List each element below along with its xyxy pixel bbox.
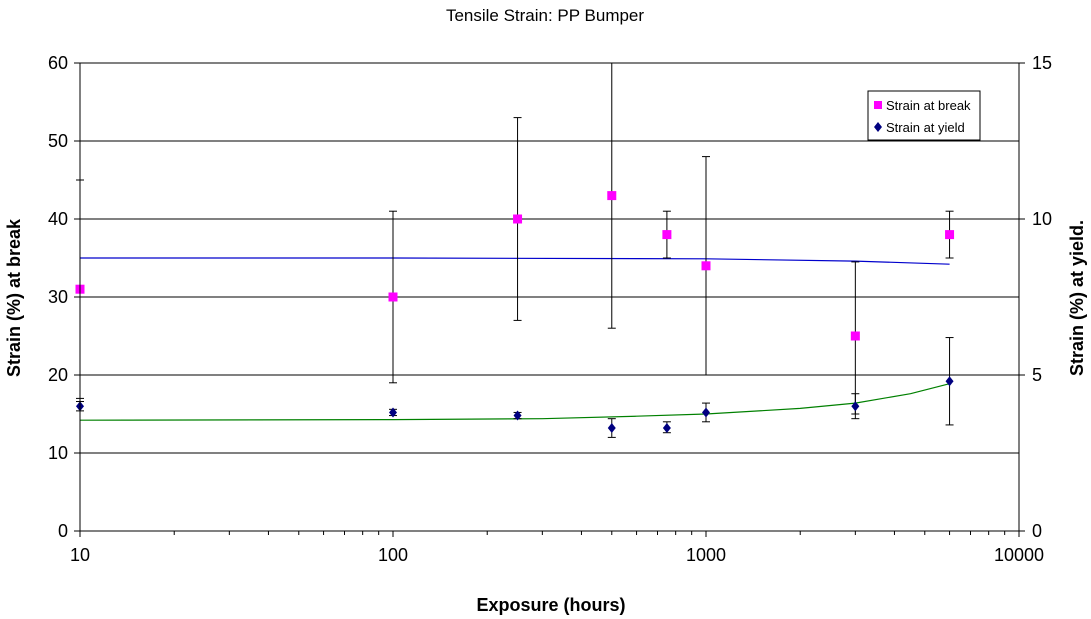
data-markers xyxy=(75,191,955,434)
point-strain-at-break xyxy=(607,191,617,201)
legend-label: Strain at yield xyxy=(886,120,965,135)
point-strain-at-break xyxy=(662,230,672,240)
y-axis-label-left: Strain (%) at break xyxy=(4,218,24,377)
chart-title: Tensile Strain: PP Bumper xyxy=(446,6,644,25)
error-bars xyxy=(76,62,954,438)
point-strain-at-yield xyxy=(513,410,522,421)
point-strain-at-yield xyxy=(702,407,710,418)
x-tick-label: 10000 xyxy=(994,545,1044,565)
y-tick-label-right: 10 xyxy=(1032,209,1052,229)
y-tick-label-left: 30 xyxy=(48,287,68,307)
y-tick-label-right: 15 xyxy=(1032,53,1052,73)
legend-marker-diamond xyxy=(874,122,882,132)
y-tick-label-left: 60 xyxy=(48,53,68,73)
point-strain-at-break xyxy=(701,261,711,271)
legend: Strain at break Strain at yield xyxy=(867,90,981,141)
y-axis-label-right: Strain (%) at yield. xyxy=(1067,220,1087,376)
y-tick-label-left: 50 xyxy=(48,131,68,151)
legend-marker-square xyxy=(874,101,882,109)
grid-lines xyxy=(80,62,1019,454)
point-strain-at-break xyxy=(513,214,523,224)
y-tick-label-left: 0 xyxy=(58,521,68,541)
legend-box xyxy=(867,90,981,141)
point-strain-at-yield xyxy=(389,407,397,418)
point-strain-at-break xyxy=(850,331,860,341)
trendlines xyxy=(79,257,950,421)
legend-label: Strain at break xyxy=(886,98,971,113)
x-axis-label: Exposure (hours) xyxy=(476,595,625,615)
y-tick-label-left: 40 xyxy=(48,209,68,229)
trendline-1 xyxy=(80,257,950,265)
point-strain-at-break xyxy=(388,292,398,302)
point-strain-at-yield xyxy=(851,401,860,412)
x-tick-label: 100 xyxy=(378,545,408,565)
y-tick-label-right: 0 xyxy=(1032,521,1042,541)
x-tick-label: 1000 xyxy=(686,545,726,565)
point-strain-at-yield xyxy=(945,376,954,387)
y-tick-label-right: 5 xyxy=(1032,365,1042,385)
point-strain-at-break xyxy=(945,230,955,240)
point-strain-at-yield xyxy=(662,423,671,434)
x-tick-label: 10 xyxy=(70,545,90,565)
y-tick-label-left: 10 xyxy=(48,443,68,463)
point-strain-at-yield xyxy=(607,423,616,434)
y-tick-label-left: 20 xyxy=(48,365,68,385)
